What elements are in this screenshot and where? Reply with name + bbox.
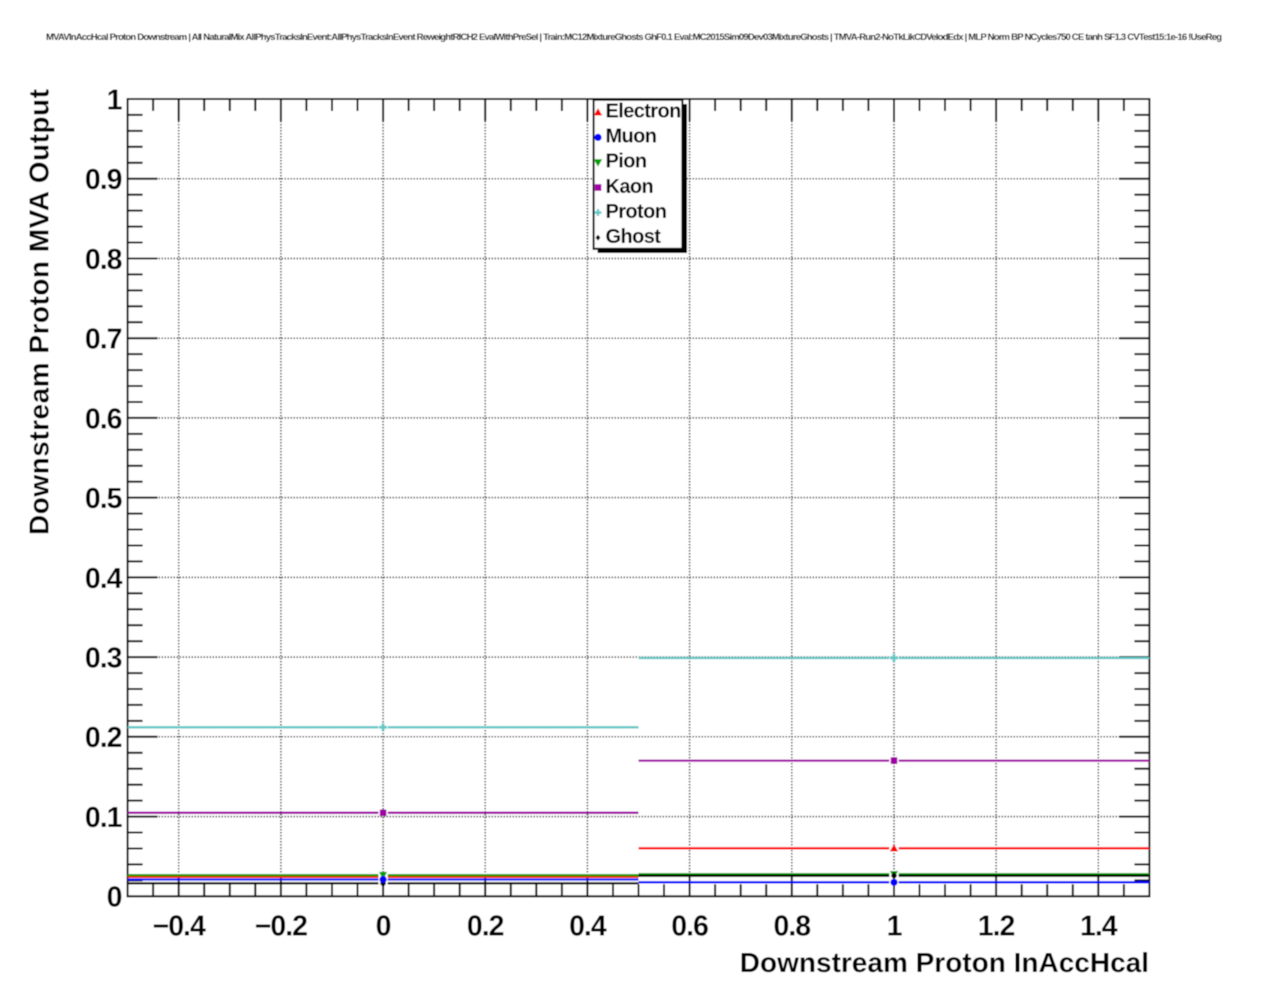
- svg-text:MVAVInAccHcal Proton Downstrea: MVAVInAccHcal Proton Downstream | All Na…: [46, 32, 1222, 43]
- svg-text:0.9: 0.9: [85, 164, 122, 196]
- svg-text:0.8: 0.8: [773, 910, 810, 942]
- svg-text:1: 1: [887, 910, 903, 942]
- svg-text:0.2: 0.2: [467, 910, 504, 942]
- svg-text:0: 0: [107, 882, 122, 914]
- svg-text:Proton: Proton: [606, 201, 667, 223]
- svg-text:0.3: 0.3: [85, 643, 122, 675]
- svg-text:0.2: 0.2: [85, 722, 122, 754]
- svg-text:1.4: 1.4: [1080, 910, 1118, 942]
- svg-text:−0.4: −0.4: [153, 910, 206, 942]
- svg-text:0.7: 0.7: [85, 324, 122, 356]
- svg-text:Pion: Pion: [606, 151, 647, 173]
- svg-text:1.2: 1.2: [978, 910, 1015, 942]
- svg-text:0.5: 0.5: [85, 483, 123, 515]
- svg-text:0.4: 0.4: [85, 563, 123, 595]
- svg-text:0.4: 0.4: [569, 910, 607, 942]
- svg-text:Muon: Muon: [606, 126, 657, 148]
- svg-text:1: 1: [107, 84, 123, 116]
- svg-text:Electron: Electron: [606, 101, 681, 123]
- svg-text:0.6: 0.6: [671, 910, 708, 942]
- svg-text:Downstream Proton MVA Output: Downstream Proton MVA Output: [24, 89, 55, 535]
- svg-text:Downstream Proton InAccHcal: Downstream Proton InAccHcal: [740, 947, 1149, 978]
- svg-text:0.8: 0.8: [85, 244, 122, 276]
- svg-text:−0.2: −0.2: [255, 910, 307, 942]
- svg-text:0.1: 0.1: [85, 802, 123, 834]
- svg-text:0: 0: [376, 910, 391, 942]
- svg-text:0.6: 0.6: [85, 403, 122, 435]
- svg-text:Ghost: Ghost: [606, 226, 662, 248]
- svg-text:Kaon: Kaon: [606, 176, 654, 198]
